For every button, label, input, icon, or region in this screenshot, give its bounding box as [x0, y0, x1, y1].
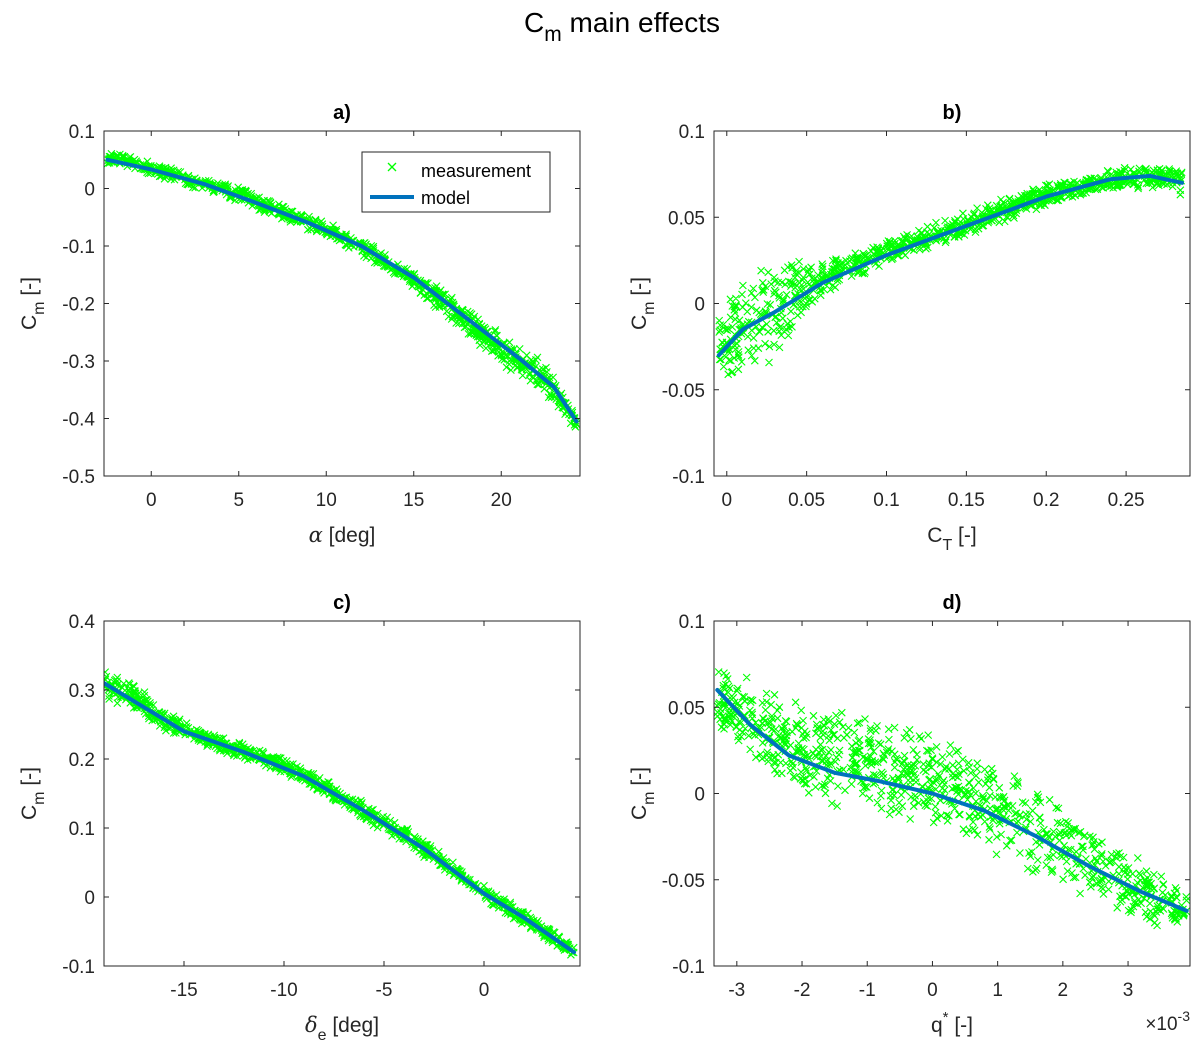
panel-title: a) [333, 102, 351, 124]
measurement-markers [104, 668, 578, 959]
x-tick-label: 2 [1058, 980, 1069, 1001]
x-tick-label: -3 [728, 980, 745, 1001]
x-axis-label: α [deg] [309, 523, 376, 547]
x-tick-label: -1 [859, 980, 876, 1001]
plot-area [715, 163, 1186, 379]
y-tick-label: 0 [84, 888, 95, 909]
y-tick-label: 0.1 [69, 819, 95, 840]
y-tick-label: -0.1 [62, 237, 95, 258]
panel-c: -15 -10 -5 0 -0.1 0 0.1 0.2 0.3 0.4 c) δe [deg] Cm [… [18, 592, 581, 1044]
legend-measurement-label: measurement [421, 161, 531, 181]
measurement-markers [714, 668, 1190, 930]
x-tick-label: 15 [403, 490, 424, 511]
plot-area [104, 668, 578, 959]
x-tick-label: 10 [316, 490, 337, 511]
y-tick-label: 0.1 [679, 122, 705, 143]
x-axis-label: δe [deg] [305, 1013, 379, 1044]
y-axis-label: Cm [-] [628, 767, 658, 820]
y-tick-label: -0.2 [62, 295, 95, 316]
panel-title: d) [943, 592, 962, 614]
y-tick-label: 0.2 [69, 750, 95, 771]
y-tick-label: -0.1 [672, 467, 705, 488]
x-tick-label: 20 [491, 490, 512, 511]
x-tick-label: -2 [794, 980, 811, 1001]
panels: 0 5 10 15 20-0.5-0.4-0.3-0.2-0.100.1a)α [deg… [18, 102, 1191, 1044]
model-line [716, 173, 1184, 358]
x-axis-label: CT [-] [927, 524, 976, 554]
y-tick-label: -0.1 [62, 957, 95, 978]
x-tick-label: 0.2 [1033, 490, 1059, 511]
y-tick-label: 0.1 [69, 122, 95, 143]
plot-area [104, 149, 580, 431]
legend: measurement model [361, 151, 551, 213]
x-tick-label: 0 [721, 490, 732, 511]
y-tick-label: 0 [694, 295, 705, 316]
y-tick-label: -0.05 [662, 381, 705, 402]
y-tick-label: 0 [84, 180, 95, 201]
y-tick-label: -0.5 [62, 467, 95, 488]
x-tick-label: 5 [233, 490, 244, 511]
panel-d: -3 -2 -1 0 1 2 3 -0.1 -0.05 0 0.05 0.1 d) q* [-] Cm [-… [628, 592, 1191, 1037]
y-tick-label: 0.1 [679, 612, 705, 633]
panel-a: 0 5 10 15 20 -0.5 -0.4 -0.3 -0.2 -0.1 0 0.1 a) α [deg… [18, 102, 581, 547]
y-tick-label: -0.3 [62, 352, 95, 373]
panel-b: 0 0.05 0.1 0.15 0.2 0.25 -0.1 -0.05 0 0.05 0.1 b) CT… [628, 102, 1191, 554]
x-tick-label: 0 [479, 980, 490, 1001]
legend-measurement-marker [387, 162, 397, 172]
figure-title: Cm main effects [524, 7, 720, 46]
x-tick-label: -5 [376, 980, 393, 1001]
panel-title: c) [333, 592, 351, 614]
model-line [105, 157, 579, 424]
y-axis-label: Cm [-] [18, 277, 48, 330]
legend-model-label: model [421, 188, 470, 208]
x-axis-label: q* [-] [931, 1009, 973, 1037]
y-tick-label: 0.05 [668, 208, 705, 229]
y-axis-label: Cm [-] [628, 277, 658, 330]
y-tick-label: 0.05 [668, 698, 705, 719]
y-tick-label: -0.05 [662, 871, 705, 892]
panel-title: b) [943, 102, 962, 124]
measurement-series [715, 163, 1186, 379]
y-tick-label: 0.3 [69, 681, 95, 702]
y-axis-label: Cm [-] [18, 767, 48, 820]
x-exponent-label: ×10-3 [1145, 1008, 1190, 1035]
x-tick-label: -15 [170, 980, 197, 1001]
x-tick-label: 1 [992, 980, 1003, 1001]
axes-box [713, 620, 1191, 967]
x-tick-label: 0.05 [788, 490, 825, 511]
x-tick-label: 3 [1123, 980, 1134, 1001]
measurement-series [104, 668, 578, 959]
x-tick-label: 0.15 [948, 490, 985, 511]
plot-area [714, 668, 1190, 930]
measurement-series [714, 668, 1190, 930]
x-tick-label: 0 [146, 490, 157, 511]
axes-box [103, 620, 581, 967]
x-tick-label: 0.25 [1108, 490, 1145, 511]
measurement-markers [715, 163, 1186, 379]
x-tick-label: -10 [270, 980, 297, 1001]
y-tick-label: -0.1 [672, 957, 705, 978]
x-tick-label: 0 [927, 980, 938, 1001]
model-line [715, 688, 1189, 913]
y-tick-label: -0.4 [62, 410, 95, 431]
y-tick-label: 0 [694, 785, 705, 806]
y-tick-label: 0.4 [69, 612, 96, 633]
x-tick-label: 0.1 [873, 490, 899, 511]
legend-box [361, 151, 551, 213]
model-line [104, 681, 576, 955]
